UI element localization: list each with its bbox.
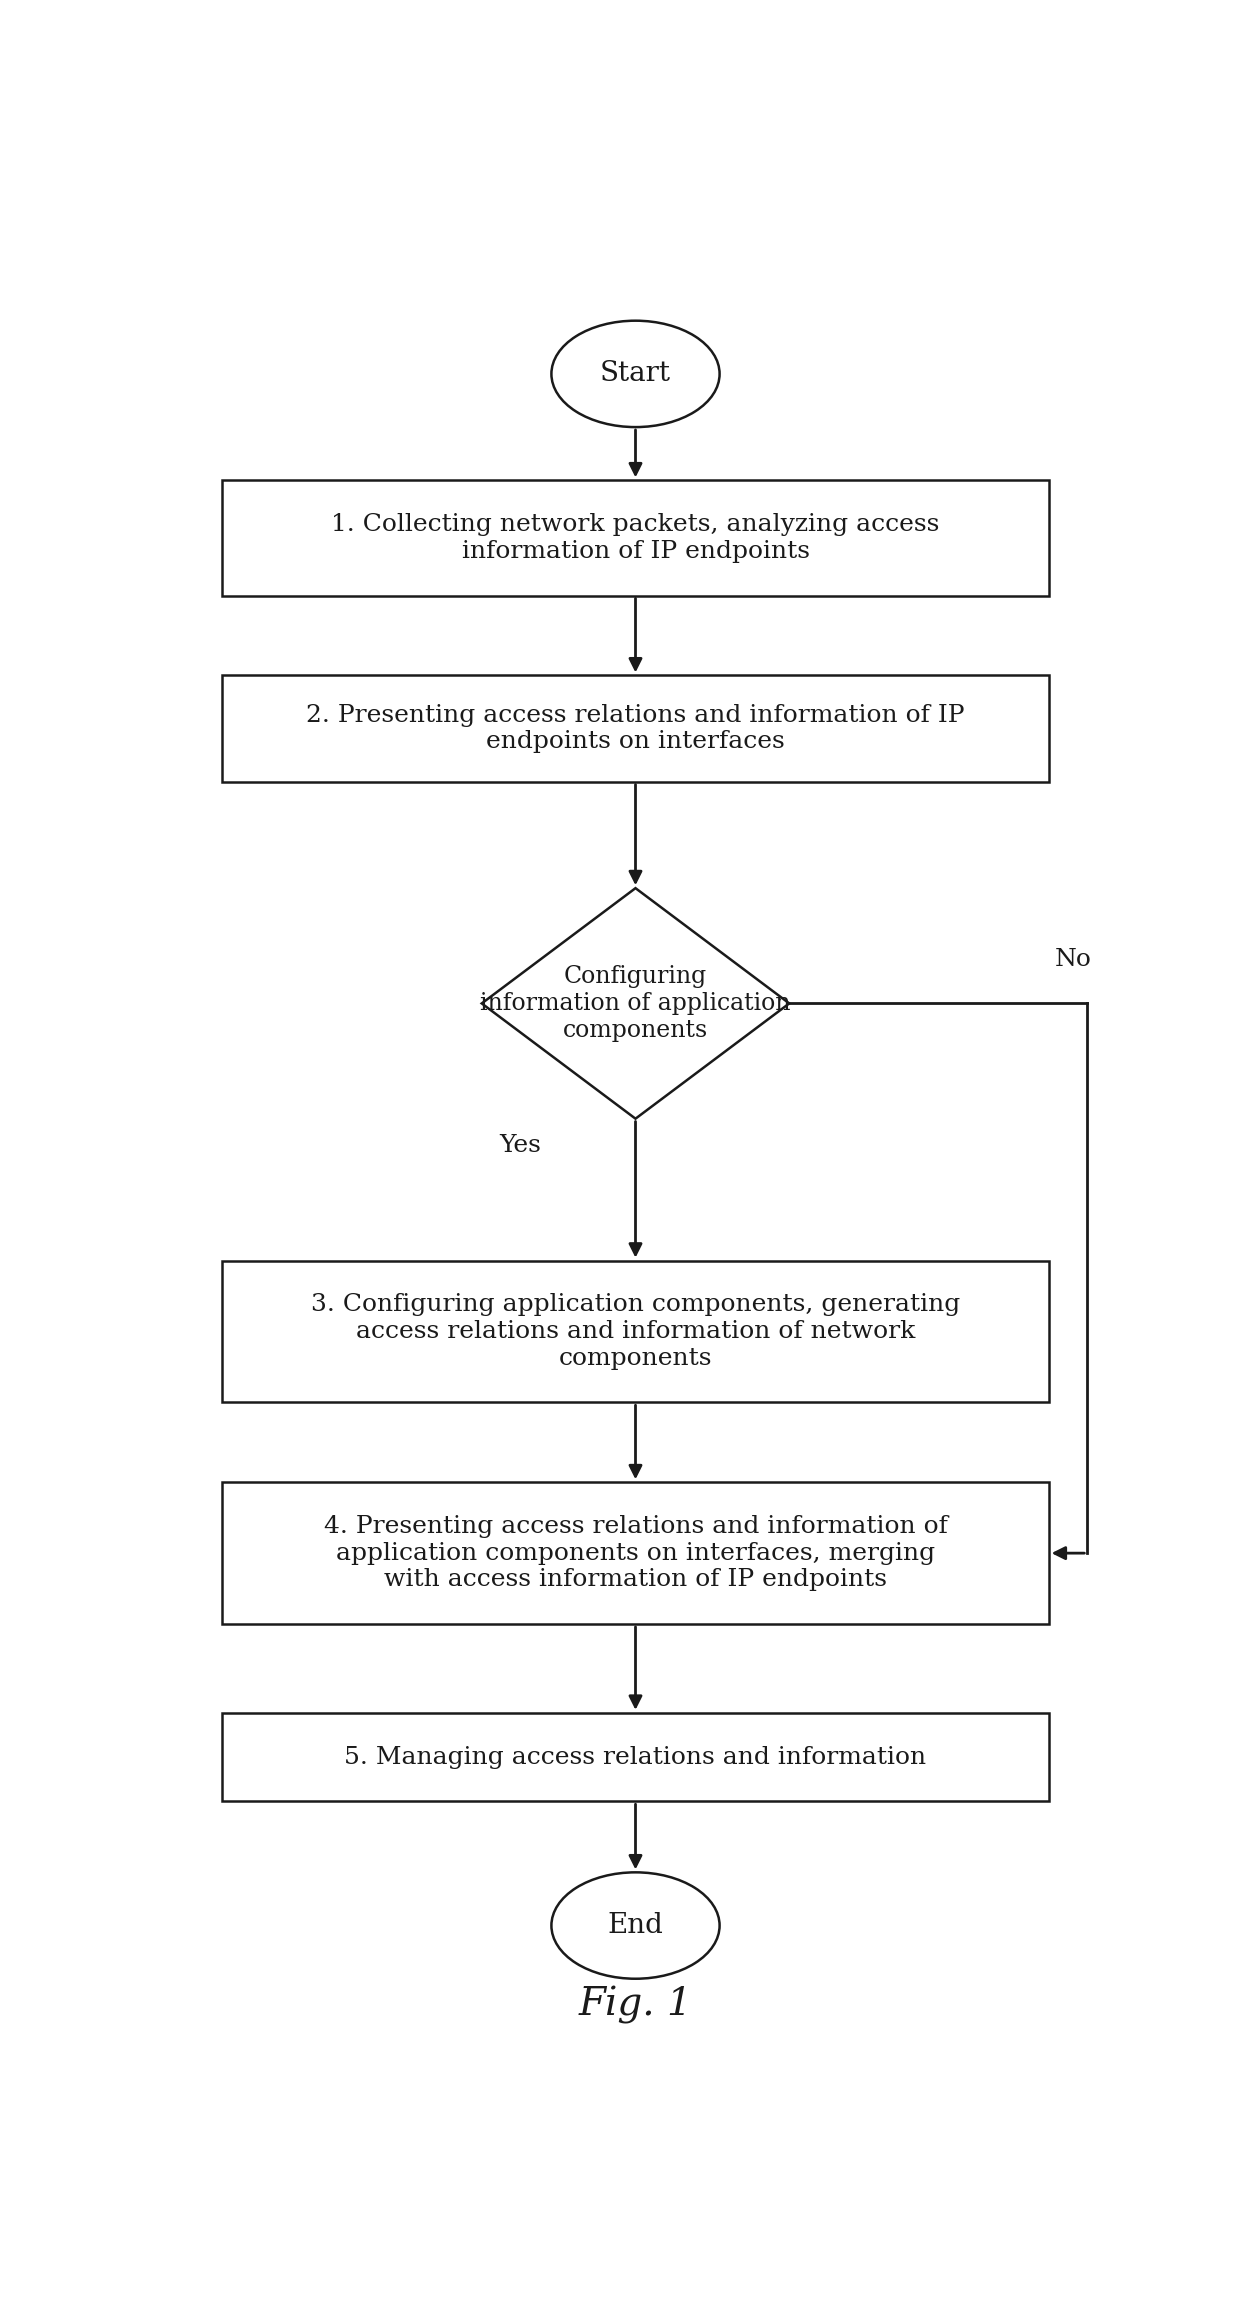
Text: Yes: Yes <box>500 1133 541 1156</box>
Ellipse shape <box>552 1872 719 1978</box>
FancyBboxPatch shape <box>222 675 1049 781</box>
Text: 2. Presenting access relations and information of IP
endpoints on interfaces: 2. Presenting access relations and infor… <box>306 705 965 753</box>
Text: 5. Managing access relations and information: 5. Managing access relations and informa… <box>345 1746 926 1769</box>
FancyBboxPatch shape <box>222 1260 1049 1403</box>
Text: 1. Collecting network packets, analyzing access
information of IP endpoints: 1. Collecting network packets, analyzing… <box>331 514 940 562</box>
Text: Fig. 1: Fig. 1 <box>579 1985 692 2024</box>
Text: Configuring
information of application
components: Configuring information of application c… <box>480 965 791 1041</box>
FancyBboxPatch shape <box>222 481 1049 596</box>
Ellipse shape <box>552 320 719 426</box>
FancyBboxPatch shape <box>222 1713 1049 1801</box>
Text: 4. Presenting access relations and information of
application components on inte: 4. Presenting access relations and infor… <box>324 1515 947 1591</box>
Text: End: End <box>608 1911 663 1939</box>
Text: 3. Configuring application components, generating
access relations and informati: 3. Configuring application components, g… <box>311 1294 960 1370</box>
Text: No: No <box>1054 947 1091 970</box>
Text: Start: Start <box>600 359 671 387</box>
Polygon shape <box>481 889 789 1119</box>
FancyBboxPatch shape <box>222 1483 1049 1624</box>
